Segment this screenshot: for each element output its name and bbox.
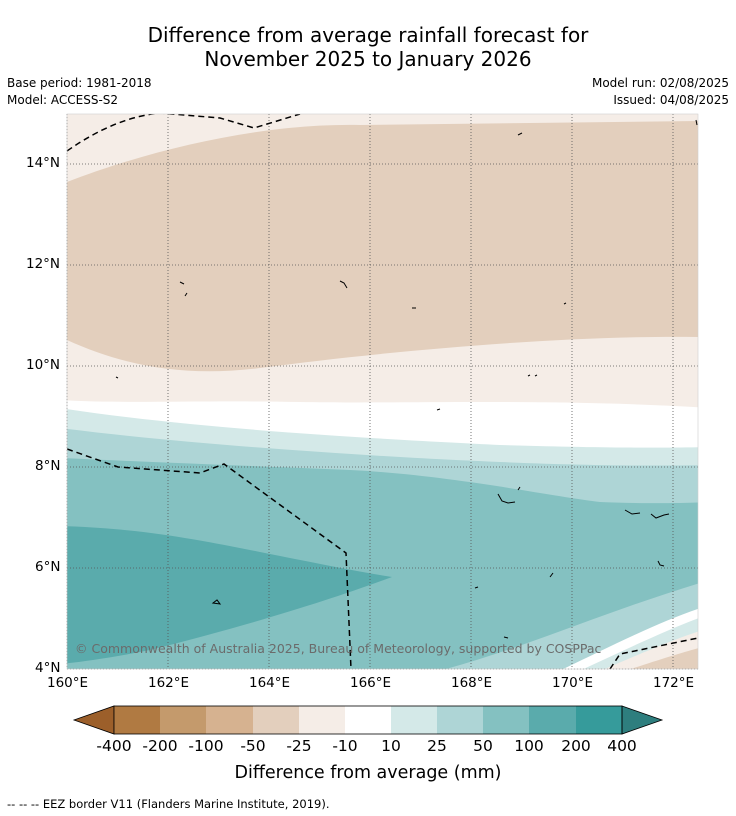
map-title-line1: Difference from average rainfall forecas… [147,23,589,47]
colorbar-label: 50 [473,737,493,755]
coastal-band-tan [631,648,698,669]
colorbar-swatch-3 [206,706,253,734]
model-label: Model: ACCESS-S2 [7,93,119,107]
model-run-label: Model run: 02/08/2025 [591,76,729,90]
colorbar [72,705,664,735]
colorbar-swatch-8 [437,706,483,734]
band-100-to-200 [67,526,392,664]
colorbar-label: -100 [188,737,224,755]
colorbar-label: 200 [561,737,591,755]
rainfall-anomaly-field [67,114,698,669]
lon-tick-170E: 170°E [552,675,594,691]
colorbar-swatch-11 [576,706,622,734]
issued-label: Issued: 04/08/2025 [613,93,729,107]
colorbar-swatch-9 [483,706,529,734]
colorbar-label: 10 [381,737,401,755]
base-period-label: Base period: 1981-2018 [7,76,152,90]
eez-border-legend: -- -- -- EEZ border V11 (Flanders Marine… [7,797,330,811]
lat-tick-8N: 8°N [35,458,61,474]
lat-tick-10N: 10°N [26,357,61,373]
lon-tick-168E: 168°E [451,675,493,691]
lat-tick-6N: 6°N [35,559,61,575]
lon-tick-172E: 172°E [653,675,695,691]
colorbar-label: 25 [427,737,447,755]
lon-tick-162E: 162°E [148,675,190,691]
colorbar-swatch-4 [253,706,299,734]
colorbar-swatch-6 [345,706,391,734]
map-frame [66,113,699,670]
colorbar-outline [113,705,623,735]
colorbar-label: 100 [514,737,544,755]
colorbar-swatch-1 [114,706,160,734]
lat-tick-14N: 14°N [26,155,61,171]
lon-tick-164E: 164°E [249,675,291,691]
colorbar-label: -10 [332,737,358,755]
eez-borders [67,114,698,669]
colorbar-swatch-0 [72,705,115,735]
colorbar-title: Difference from average (mm) [234,763,502,783]
colorbar-swatch-5 [299,706,345,734]
lon-tick-160E: 160°E [47,675,89,691]
colorbar-swatch-10 [529,706,576,734]
lon-tick-166E: 166°E [350,675,392,691]
copyright-notice: © Commonwealth of Australia 2025, Bureau… [75,641,602,656]
colorbar-swatch-2 [160,706,206,734]
colorbar-label: -200 [142,737,178,755]
lat-tick-12N: 12°N [26,256,61,272]
colorbar-label: 400 [607,737,637,755]
lat-tick-4N: 4°N [35,660,61,676]
colorbar-swatch-7 [391,706,437,734]
colorbar-label: -50 [240,737,266,755]
band-minus25-to-minus50 [67,121,698,372]
colorbar-label: -25 [286,737,312,755]
colorbar-swatch-12 [621,705,664,735]
island-outlines [115,119,698,639]
map-title-line2: November 2025 to January 2026 [204,47,532,71]
colorbar-label: -400 [96,737,132,755]
